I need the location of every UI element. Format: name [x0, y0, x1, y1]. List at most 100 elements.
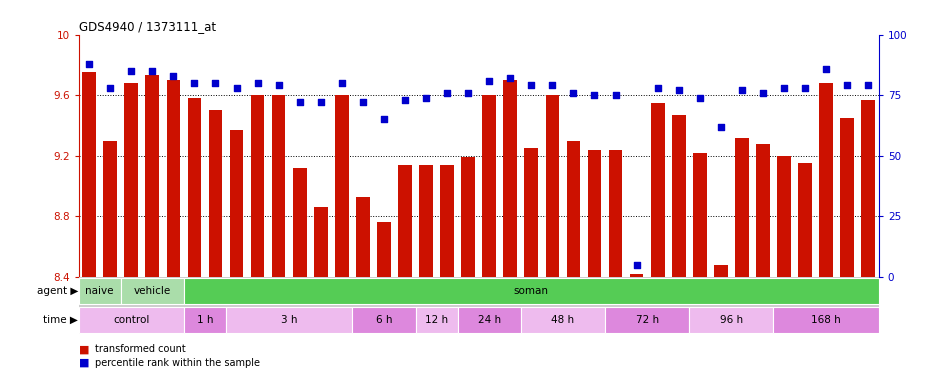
- Text: percentile rank within the sample: percentile rank within the sample: [95, 358, 260, 368]
- Point: [482, 78, 497, 84]
- Point: [524, 83, 538, 89]
- Bar: [79, 307, 184, 333]
- Bar: [714, 265, 728, 277]
- Bar: [546, 95, 560, 277]
- Bar: [272, 95, 286, 277]
- Point: [713, 124, 728, 130]
- Bar: [229, 130, 243, 277]
- Text: 12 h: 12 h: [425, 315, 448, 325]
- Text: 72 h: 72 h: [635, 315, 659, 325]
- Bar: [798, 163, 812, 277]
- Bar: [587, 150, 601, 277]
- Point: [292, 99, 307, 106]
- Bar: [251, 95, 265, 277]
- Text: 168 h: 168 h: [811, 315, 841, 325]
- Bar: [335, 95, 349, 277]
- Bar: [777, 156, 791, 277]
- Bar: [121, 278, 184, 304]
- Text: 6 h: 6 h: [376, 315, 392, 325]
- Bar: [521, 307, 605, 333]
- Bar: [567, 141, 580, 277]
- Point: [503, 75, 518, 81]
- Point: [314, 99, 328, 106]
- Text: transformed count: transformed count: [95, 344, 186, 354]
- Text: control: control: [113, 315, 150, 325]
- Bar: [689, 307, 773, 333]
- Point: [819, 65, 833, 71]
- Point: [672, 87, 686, 93]
- Point: [608, 92, 623, 98]
- Point: [650, 85, 665, 91]
- Text: 3 h: 3 h: [281, 315, 298, 325]
- Point: [734, 87, 749, 93]
- Bar: [735, 137, 748, 277]
- Bar: [651, 103, 664, 277]
- Point: [81, 61, 96, 67]
- Text: ■: ■: [79, 344, 89, 354]
- Point: [355, 99, 370, 106]
- Point: [777, 85, 792, 91]
- Point: [797, 85, 812, 91]
- Point: [439, 90, 454, 96]
- Bar: [352, 307, 415, 333]
- Text: 24 h: 24 h: [477, 315, 500, 325]
- Text: vehicle: vehicle: [134, 286, 171, 296]
- Bar: [356, 197, 370, 277]
- Point: [145, 68, 160, 74]
- Bar: [104, 141, 117, 277]
- Bar: [756, 144, 770, 277]
- Text: GDS4940 / 1373111_at: GDS4940 / 1373111_at: [79, 20, 216, 33]
- Point: [840, 83, 855, 89]
- Text: 48 h: 48 h: [551, 315, 574, 325]
- Bar: [458, 307, 521, 333]
- Text: agent ▶: agent ▶: [37, 286, 79, 296]
- Point: [376, 116, 391, 122]
- Point: [229, 85, 244, 91]
- Point: [250, 80, 265, 86]
- Bar: [314, 207, 327, 277]
- Bar: [840, 118, 854, 277]
- Text: 1 h: 1 h: [197, 315, 213, 325]
- Point: [861, 83, 876, 89]
- Bar: [209, 110, 222, 277]
- Text: naive: naive: [85, 286, 114, 296]
- Bar: [482, 95, 496, 277]
- Bar: [773, 307, 879, 333]
- Bar: [693, 153, 707, 277]
- Bar: [440, 165, 454, 277]
- Bar: [820, 83, 832, 277]
- Bar: [188, 98, 202, 277]
- Point: [419, 94, 434, 101]
- Bar: [503, 80, 517, 277]
- Point: [398, 97, 413, 103]
- Text: soman: soman: [513, 286, 549, 296]
- Point: [587, 92, 602, 98]
- Point: [545, 83, 560, 89]
- Point: [124, 68, 139, 74]
- Bar: [415, 307, 458, 333]
- Point: [166, 73, 180, 79]
- Bar: [79, 278, 121, 304]
- Bar: [125, 83, 138, 277]
- Bar: [672, 115, 685, 277]
- Bar: [82, 73, 96, 277]
- Point: [187, 80, 202, 86]
- Point: [208, 80, 223, 86]
- Text: 96 h: 96 h: [720, 315, 743, 325]
- Point: [566, 90, 581, 96]
- Bar: [861, 100, 875, 277]
- Bar: [293, 168, 306, 277]
- Point: [103, 85, 117, 91]
- Point: [756, 90, 771, 96]
- Bar: [166, 80, 180, 277]
- Bar: [184, 307, 226, 333]
- Text: time ▶: time ▶: [43, 315, 79, 325]
- Bar: [226, 307, 352, 333]
- Bar: [609, 150, 623, 277]
- Bar: [630, 274, 644, 277]
- Point: [461, 90, 475, 96]
- Bar: [145, 76, 159, 277]
- Point: [335, 80, 350, 86]
- Point: [271, 83, 286, 89]
- Bar: [605, 307, 689, 333]
